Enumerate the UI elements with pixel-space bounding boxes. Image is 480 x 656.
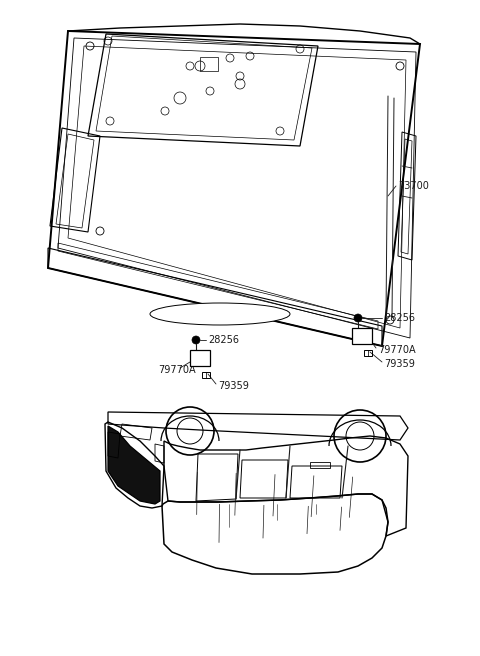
- Circle shape: [354, 314, 362, 322]
- Bar: [310, 462, 330, 468]
- Text: 28256: 28256: [384, 313, 415, 323]
- Text: 79770A: 79770A: [158, 365, 196, 375]
- Bar: [202, 372, 210, 378]
- Text: Kia Borreg o: Kia Borreg o: [201, 312, 240, 316]
- Bar: [200, 57, 218, 71]
- Text: 79770A: 79770A: [378, 345, 416, 355]
- Polygon shape: [108, 426, 160, 504]
- Text: 73700: 73700: [398, 181, 429, 191]
- Bar: [352, 328, 372, 344]
- Ellipse shape: [150, 303, 290, 325]
- Text: 79359: 79359: [218, 381, 249, 391]
- Bar: [364, 350, 372, 356]
- Text: 28256: 28256: [208, 335, 239, 345]
- Circle shape: [192, 336, 200, 344]
- Text: 79359: 79359: [384, 359, 415, 369]
- Bar: [190, 350, 210, 366]
